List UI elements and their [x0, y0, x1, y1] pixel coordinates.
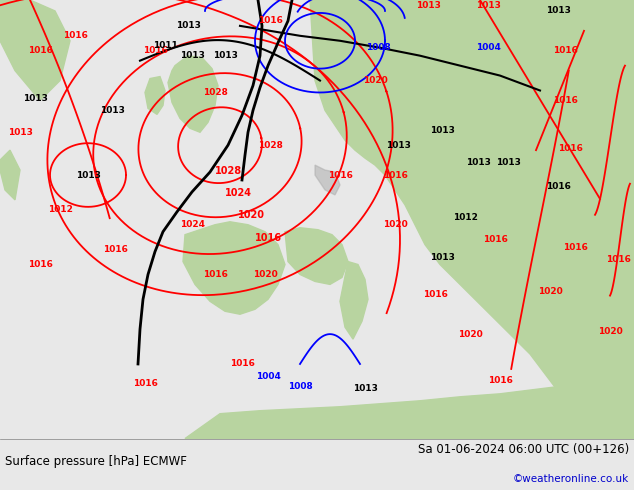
Text: 1016: 1016	[27, 46, 53, 55]
Polygon shape	[0, 0, 70, 100]
Text: 1004: 1004	[256, 372, 280, 381]
Text: 1013: 1013	[179, 51, 204, 60]
Text: 1013: 1013	[430, 253, 455, 262]
Text: 1020: 1020	[252, 270, 278, 279]
Text: 1020: 1020	[538, 287, 562, 296]
Text: 1028: 1028	[215, 166, 242, 175]
Text: 1024: 1024	[181, 220, 205, 229]
Text: 1020: 1020	[458, 330, 482, 339]
Text: 1028: 1028	[257, 141, 282, 149]
Text: 1024: 1024	[225, 188, 252, 197]
Text: 1008: 1008	[366, 43, 391, 52]
Text: Surface pressure [hPa] ECMWF: Surface pressure [hPa] ECMWF	[5, 455, 187, 468]
Text: 1013: 1013	[465, 158, 491, 167]
Text: 1013: 1013	[176, 22, 200, 30]
Text: 1016: 1016	[27, 260, 53, 269]
Text: 1020: 1020	[383, 220, 408, 229]
Text: 1016: 1016	[103, 245, 127, 254]
Polygon shape	[315, 165, 340, 195]
Text: 1011: 1011	[153, 41, 178, 50]
Text: 1013: 1013	[100, 106, 124, 115]
Text: Sa 01-06-2024 06:00 UTC (00+126): Sa 01-06-2024 06:00 UTC (00+126)	[418, 443, 629, 456]
Polygon shape	[145, 76, 165, 114]
Text: 1013: 1013	[476, 1, 500, 10]
Text: 1020: 1020	[363, 76, 387, 85]
Text: 1016: 1016	[255, 233, 282, 243]
Text: 1008: 1008	[288, 382, 313, 392]
Text: 1013: 1013	[212, 51, 238, 60]
Text: 1016: 1016	[553, 46, 578, 55]
Polygon shape	[168, 56, 218, 132]
Text: 1016: 1016	[143, 46, 167, 55]
Text: 1013: 1013	[75, 171, 100, 179]
Text: 1012: 1012	[48, 205, 72, 214]
Text: 1013: 1013	[8, 128, 32, 137]
Text: 1016: 1016	[202, 270, 228, 279]
Text: 1012: 1012	[453, 213, 477, 222]
Text: 1020: 1020	[238, 210, 266, 220]
Polygon shape	[340, 262, 368, 339]
Text: 1013: 1013	[430, 126, 455, 135]
Text: 1016: 1016	[257, 16, 282, 25]
Polygon shape	[285, 228, 348, 284]
Polygon shape	[0, 150, 20, 200]
Text: 1013: 1013	[546, 6, 571, 16]
Text: 1016: 1016	[488, 376, 512, 385]
Text: 1013: 1013	[353, 384, 377, 393]
Text: 1004: 1004	[476, 43, 500, 52]
Text: 1028: 1028	[202, 88, 228, 97]
Text: 1013: 1013	[23, 94, 48, 103]
Text: 1013: 1013	[496, 158, 521, 167]
Polygon shape	[183, 222, 285, 314]
Text: 1016: 1016	[328, 171, 353, 179]
Text: ©weatheronline.co.uk: ©weatheronline.co.uk	[513, 474, 629, 484]
Text: 1013: 1013	[385, 141, 410, 149]
Text: 1016: 1016	[557, 144, 583, 153]
Polygon shape	[185, 379, 634, 439]
Text: 1016: 1016	[230, 360, 254, 368]
Text: 1013: 1013	[415, 1, 441, 10]
Text: 1016: 1016	[605, 255, 630, 264]
Text: 1016: 1016	[133, 379, 157, 389]
Text: 1016: 1016	[423, 290, 448, 299]
Text: 1016: 1016	[382, 171, 408, 179]
Text: 1016: 1016	[482, 235, 507, 244]
Polygon shape	[310, 0, 634, 439]
Text: 1016: 1016	[553, 96, 578, 105]
Text: 1016: 1016	[546, 182, 571, 192]
Text: 1020: 1020	[598, 327, 623, 336]
Text: 1016: 1016	[562, 243, 588, 252]
Polygon shape	[365, 0, 425, 75]
Text: 1016: 1016	[63, 31, 87, 40]
